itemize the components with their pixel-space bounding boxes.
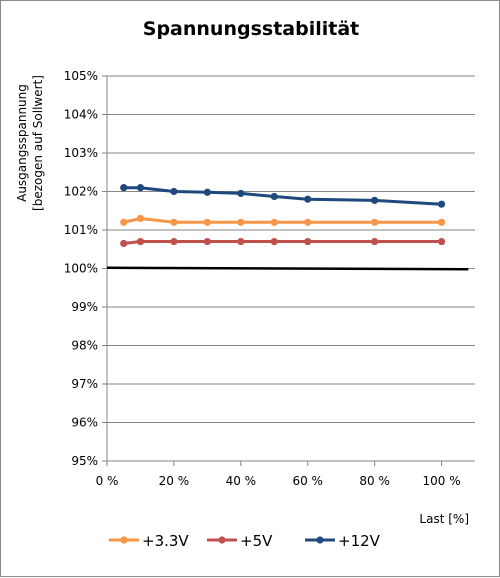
data-point-5v — [136, 237, 145, 246]
x-tick-label: 20 % — [159, 474, 190, 488]
plot-area — [120, 184, 446, 248]
data-point-5v — [237, 237, 245, 246]
data-point-12v — [120, 184, 128, 192]
data-point-12v — [270, 192, 278, 201]
x-tick-label: 0 % — [96, 474, 119, 488]
y-axis-label-line-1: Ausgangsspannung — [15, 84, 29, 202]
y-tick-label: 104% — [64, 108, 98, 122]
y-tick-label: 96% — [71, 416, 98, 430]
gridlines — [107, 75, 475, 423]
reference-line-100-percent — [106, 266, 469, 271]
data-point-33v — [237, 218, 245, 226]
data-point-33v — [270, 218, 278, 226]
y-axis-label-line-2: [bezogen auf Sollwert] — [31, 75, 45, 211]
data-point-33v — [170, 218, 178, 226]
data-point-12v — [203, 188, 211, 196]
data-point-5v — [120, 239, 128, 248]
data-point-33v — [203, 218, 211, 226]
data-point-33v — [437, 218, 446, 226]
data-point-5v — [270, 237, 278, 246]
reference-line-group — [106, 266, 469, 271]
data-point-5v — [371, 237, 379, 246]
legend: +3.3V +5V +12V — [109, 532, 381, 550]
legend-marker-33v — [120, 536, 128, 544]
axes — [102, 75, 475, 466]
data-point-12v — [237, 189, 245, 198]
y-tick-label: 98% — [71, 339, 98, 353]
y-tick-label: 100% — [64, 262, 98, 276]
legend-label-12v: +12V — [338, 532, 381, 550]
data-point-5v — [437, 237, 446, 246]
chart-title: Spannungsstabilität — [143, 18, 359, 40]
legend-marker-12v — [316, 536, 324, 544]
x-tick-label: 60 % — [292, 474, 323, 488]
tick-labels: 105% 104% 103% 102% 101% 100% 99% 98% 97% 96% 95% 0… — [64, 69, 461, 488]
data-point-12v — [136, 184, 145, 192]
y-tick-label: 102% — [64, 185, 98, 199]
data-point-5v — [304, 237, 312, 246]
x-tick-label: 100 % — [422, 474, 460, 488]
legend-label-5v: +5V — [240, 532, 273, 550]
x-tick-label: 80 % — [359, 474, 390, 488]
data-point-12v — [371, 196, 379, 204]
x-axis-label: Last [%] — [419, 512, 469, 526]
data-point-33v — [136, 214, 145, 223]
data-point-5v — [170, 237, 178, 246]
y-tick-label: 97% — [71, 377, 98, 391]
data-point-12v — [170, 187, 178, 196]
data-point-33v — [304, 218, 312, 226]
y-tick-label: 103% — [64, 146, 98, 160]
data-point-12v — [304, 195, 312, 203]
data-point-12v — [437, 200, 446, 208]
y-tick-label: 101% — [64, 223, 98, 237]
x-tick-label: 40 % — [226, 474, 257, 488]
legend-label-33v: +3.3V — [142, 532, 189, 550]
y-tick-label: 99% — [71, 300, 98, 314]
data-point-33v — [371, 218, 379, 226]
y-tick-label: 105% — [64, 69, 98, 83]
data-point-5v — [203, 237, 211, 246]
data-point-33v — [120, 218, 128, 226]
legend-marker-5v — [218, 536, 226, 544]
y-tick-label: 95% — [71, 454, 98, 468]
